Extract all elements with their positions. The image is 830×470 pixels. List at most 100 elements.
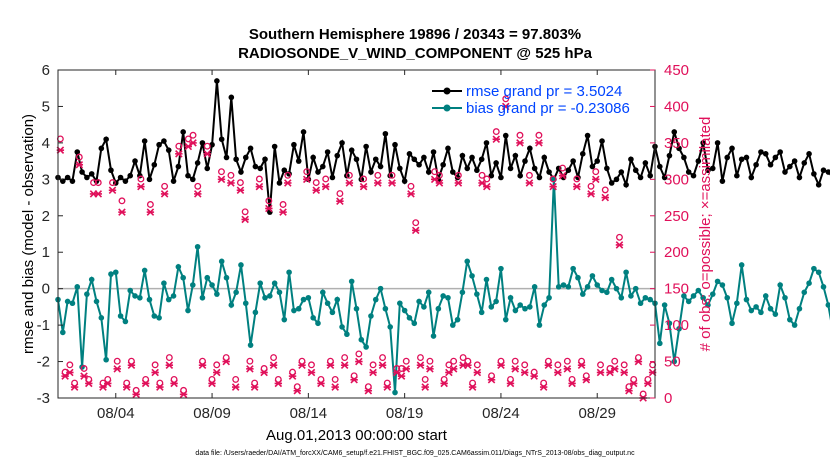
rmse-point — [310, 154, 316, 161]
bias-point — [815, 269, 822, 276]
obs-assimilated-marker — [160, 190, 169, 198]
obs-assimilated-marker — [165, 361, 174, 369]
obs-possible-marker — [502, 95, 510, 103]
obs-possible-marker — [592, 168, 600, 176]
rmse-point — [791, 158, 798, 164]
legend-rmse-label: rmse grand pr = 3.5024 — [466, 83, 622, 100]
obs-assimilated-marker — [374, 179, 382, 187]
rmse-point — [464, 165, 471, 172]
obs-assimilated-marker — [70, 383, 79, 391]
bias-point — [700, 294, 706, 301]
obs-assimilated-marker — [449, 365, 458, 373]
obs-assimilated-marker — [302, 175, 311, 184]
rmse-point — [252, 163, 259, 170]
obs-possible-marker — [341, 354, 349, 362]
obs-assimilated-marker — [587, 190, 595, 198]
bias-point — [257, 280, 264, 287]
obs-assimilated-marker — [634, 357, 643, 366]
obs-assimilated-marker — [250, 383, 259, 391]
rmse-point — [690, 172, 697, 179]
obs-possible-marker — [355, 350, 363, 358]
bias-point — [165, 296, 172, 303]
obs-assimilated-marker — [388, 179, 396, 187]
obs-possible-marker — [435, 171, 443, 179]
bias-point — [791, 322, 798, 328]
obs-assimilated-marker — [85, 379, 93, 388]
rmse-point — [247, 145, 254, 152]
bias-point — [531, 284, 538, 290]
bias-point — [339, 324, 345, 330]
obs-assimilated-marker — [625, 386, 633, 395]
bias-point — [319, 289, 326, 296]
obs-possible-marker — [317, 375, 325, 383]
obs-assimilated-marker — [336, 197, 344, 205]
bias-point — [401, 307, 408, 314]
bias-point — [440, 293, 446, 299]
obs-possible-marker — [445, 361, 453, 369]
bias-point — [430, 333, 437, 339]
obs-possible-marker — [540, 379, 548, 387]
rmse-point — [88, 171, 95, 177]
rmse-point — [599, 138, 605, 144]
obs-assimilated-marker — [535, 139, 543, 147]
rmse-point — [141, 138, 148, 144]
bias-point — [348, 278, 355, 285]
obs-possible-marker — [450, 357, 458, 365]
rmse-point — [103, 136, 109, 143]
obs-assimilated-marker — [464, 361, 472, 369]
legend: rmse grand pr = 3.5024 bias grand pr = -… — [432, 83, 630, 117]
y-right-tick-label: 50 — [664, 354, 681, 371]
obs-assimilated-marker — [554, 368, 562, 377]
bias-point — [353, 305, 360, 312]
obs-possible-marker — [123, 379, 131, 387]
bias-point — [507, 294, 514, 301]
obs-assimilated-marker — [260, 368, 268, 377]
obs-assimilated-marker — [359, 182, 368, 191]
obs-possible-marker — [312, 179, 320, 187]
rmse-point — [666, 152, 673, 159]
bias-point — [445, 294, 451, 301]
rmse-point — [440, 161, 446, 168]
rmse-point — [372, 156, 379, 163]
rmse-point — [233, 156, 239, 163]
obs-assimilated-marker — [407, 190, 415, 198]
bias-point — [787, 316, 793, 323]
bias-point — [199, 294, 206, 301]
rmse-point — [319, 163, 326, 170]
obs-assimilated-marker — [189, 139, 197, 147]
obs-possible-marker — [587, 182, 595, 190]
obs-possible-marker — [597, 361, 604, 369]
rmse-point — [613, 176, 620, 183]
rmse-point — [315, 169, 321, 175]
rmse-point — [758, 149, 764, 155]
rmse-point — [295, 158, 302, 164]
obs-possible-marker — [492, 128, 500, 136]
rmse-point — [401, 178, 408, 184]
bias-point — [782, 294, 788, 301]
bias-point — [276, 289, 283, 296]
bias-point — [762, 293, 769, 299]
obs-assimilated-marker — [577, 361, 586, 369]
bias-point — [512, 307, 519, 314]
rmse-point — [329, 174, 336, 181]
rmse-point — [165, 147, 172, 153]
rmse-point — [353, 156, 360, 163]
obs-possible-marker — [573, 175, 581, 183]
rmse-point — [488, 172, 495, 179]
bias-point — [637, 300, 644, 307]
obs-possible-marker — [284, 171, 292, 179]
obs-possible-marker — [360, 175, 368, 183]
obs-possible-marker — [535, 131, 543, 139]
obs-possible-marker — [109, 179, 116, 187]
obs-assimilated-marker — [175, 150, 183, 158]
obs-assimilated-marker — [75, 160, 84, 169]
obs-assimilated-marker — [629, 379, 638, 388]
rmse-point — [430, 149, 437, 155]
rmse-point — [199, 140, 206, 146]
legend-bias-marker — [443, 104, 451, 112]
obs-possible-marker — [426, 357, 434, 365]
rmse-point — [223, 154, 230, 161]
bias-point — [324, 300, 331, 307]
obs-assimilated-marker — [103, 379, 112, 388]
